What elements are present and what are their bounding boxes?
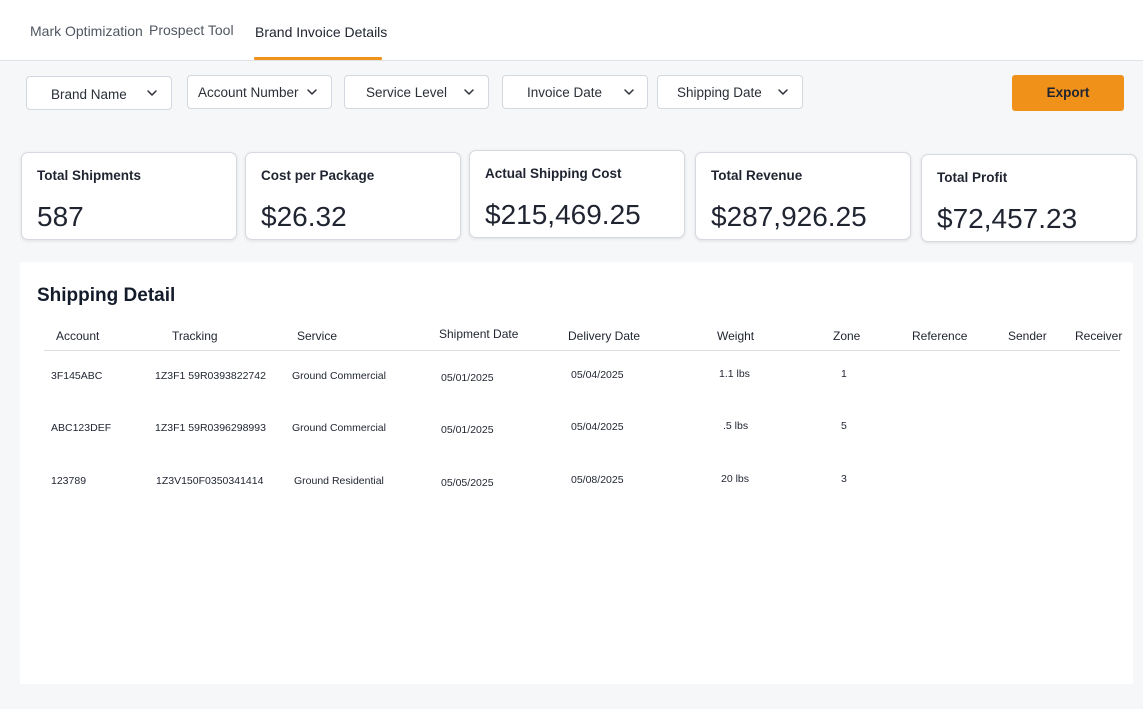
column-header-receiver[interactable]: Receiver	[1075, 329, 1123, 343]
export-button[interactable]: Export	[1012, 75, 1124, 111]
account-number-filter-label: Account Number	[198, 85, 299, 100]
column-header-service[interactable]: Service	[297, 329, 338, 343]
shipping-detail-panel: Shipping Detail Account Tracking Service…	[20, 262, 1133, 684]
column-header-tracking[interactable]: Tracking	[172, 329, 218, 343]
cell-account: 3F145ABC	[51, 370, 103, 382]
chevron-down-icon	[147, 90, 157, 96]
tab-mark-optimization[interactable]: Mark Optimization	[30, 23, 143, 39]
cell-zone: 3	[841, 473, 847, 485]
chevron-down-icon	[624, 89, 634, 95]
metric-value: 587	[37, 201, 84, 232]
shipping-date-filter[interactable]: Shipping Date	[657, 75, 803, 109]
cell-tracking: 1Z3F1 59R0396298993	[155, 422, 266, 434]
metric-title: Actual Shipping Cost	[485, 166, 622, 181]
column-header-sender[interactable]: Sender	[1008, 329, 1047, 343]
chevron-down-icon	[778, 89, 788, 95]
chevron-down-icon	[307, 89, 317, 95]
metric-card-total-shipments: Total Shipments 587	[21, 152, 237, 240]
column-header-delivery-date[interactable]: Delivery Date	[568, 329, 641, 343]
cell-shipment-date: 05/01/2025	[441, 372, 494, 384]
metric-title: Total Profit	[937, 170, 1008, 185]
column-header-weight[interactable]: Weight	[717, 329, 755, 343]
cell-service: Ground Commercial	[292, 422, 386, 434]
account-number-filter[interactable]: Account Number	[187, 75, 332, 109]
service-level-filter-label: Service Level	[366, 85, 448, 100]
column-header-zone[interactable]: Zone	[833, 329, 861, 343]
column-header-reference[interactable]: Reference	[912, 329, 968, 343]
column-header-shipment-date[interactable]: Shipment Date	[439, 327, 519, 341]
metric-title: Total Revenue	[711, 168, 803, 183]
cell-zone: 1	[841, 368, 847, 380]
cell-account: 123789	[51, 475, 87, 487]
cell-service: Ground Residential	[294, 475, 384, 487]
brand-name-filter[interactable]: Brand Name	[26, 76, 172, 110]
cell-weight: .5 lbs	[723, 420, 749, 432]
cell-account: ABC123DEF	[51, 422, 112, 434]
metric-value: $215,469.25	[485, 199, 641, 230]
metric-card-total-revenue: Total Revenue $287,926.25	[695, 152, 911, 240]
cell-shipment-date: 05/01/2025	[441, 424, 494, 436]
metric-title: Total Shipments	[37, 168, 142, 183]
cell-service: Ground Commercial	[292, 370, 386, 382]
metric-title: Cost per Package	[261, 168, 375, 183]
tab-brand-invoice-details[interactable]: Brand Invoice Details	[255, 24, 388, 40]
invoice-date-filter-label: Invoice Date	[527, 85, 603, 100]
metric-card-total-profit: Total Profit $72,457.23	[921, 154, 1137, 242]
metric-value: $26.32	[261, 201, 347, 232]
chevron-down-icon	[464, 89, 474, 95]
service-level-filter[interactable]: Service Level	[344, 75, 489, 109]
metric-card-cost-per-package: Cost per Package $26.32	[245, 152, 461, 240]
shipping-date-filter-label: Shipping Date	[677, 85, 762, 100]
cell-tracking: 1Z3F1 59R0393822742	[155, 370, 266, 382]
cell-delivery-date: 05/04/2025	[571, 421, 624, 433]
cell-weight: 1.1 lbs	[719, 368, 750, 380]
cell-delivery-date: 05/04/2025	[571, 369, 624, 381]
tab-prospect-tool[interactable]: Prospect Tool	[149, 22, 234, 38]
cell-shipment-date: 05/05/2025	[441, 477, 494, 489]
table-header-divider	[44, 350, 1120, 351]
metric-value: $72,457.23	[937, 203, 1078, 234]
invoice-date-filter[interactable]: Invoice Date	[502, 75, 648, 109]
top-navigation: Mark Optimization Prospect Tool Brand In…	[0, 0, 1143, 61]
cell-zone: 5	[841, 420, 847, 432]
cell-weight: 20 lbs	[721, 473, 750, 485]
column-header-account[interactable]: Account	[56, 329, 100, 343]
cell-tracking: 1Z3V150F0350341414	[156, 475, 264, 487]
active-tab-indicator	[254, 57, 382, 60]
shipping-detail-title: Shipping Detail	[37, 285, 176, 306]
cell-delivery-date: 05/08/2025	[571, 474, 624, 486]
metric-value: $287,926.25	[711, 201, 867, 232]
brand-name-filter-label: Brand Name	[51, 87, 127, 102]
metric-card-actual-shipping-cost: Actual Shipping Cost $215,469.25	[469, 150, 685, 238]
